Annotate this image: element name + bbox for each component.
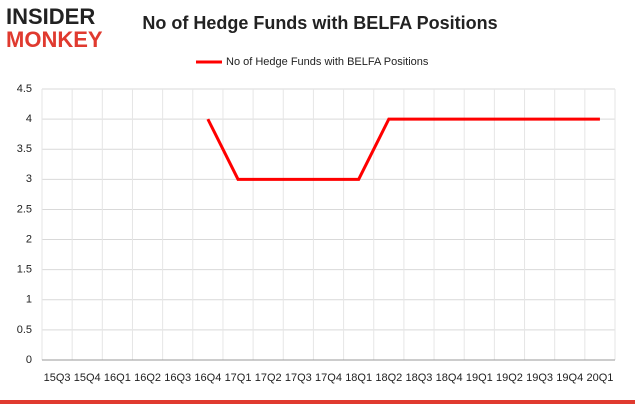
x-tick-label: 16Q4 — [194, 372, 221, 384]
y-tick-label: 1.5 — [17, 264, 32, 276]
x-tick-label: 19Q4 — [556, 372, 583, 384]
y-tick-label: 1 — [26, 294, 32, 306]
x-tick-label: 18Q2 — [375, 372, 402, 384]
x-tick-label: 17Q3 — [285, 372, 312, 384]
x-tick-label: 19Q3 — [526, 372, 553, 384]
y-tick-label: 0.5 — [17, 324, 32, 336]
chart-title: No of Hedge Funds with BELFA Positions — [142, 13, 497, 33]
y-tick-label: 3 — [26, 173, 32, 185]
x-tick-label: 18Q4 — [436, 372, 463, 384]
x-tick-label: 19Q2 — [496, 372, 523, 384]
x-tick-label: 18Q1 — [345, 372, 372, 384]
x-tick-label: 17Q4 — [315, 372, 342, 384]
y-tick-label: 2.5 — [17, 203, 32, 215]
x-tick-label: 16Q2 — [134, 372, 161, 384]
x-tick-label: 15Q3 — [44, 372, 71, 384]
x-tick-label: 17Q1 — [225, 372, 252, 384]
x-tick-label: 17Q2 — [255, 372, 282, 384]
logo-top: INSIDER — [6, 4, 95, 29]
y-tick-label: 3.5 — [17, 143, 32, 155]
logo-bottom: MONKEY — [6, 27, 103, 52]
y-tick-label: 4 — [26, 113, 32, 125]
x-tick-label: 16Q3 — [164, 372, 191, 384]
x-tick-label: 16Q1 — [104, 372, 131, 384]
y-tick-label: 0 — [26, 354, 32, 366]
x-tick-label: 15Q4 — [74, 372, 101, 384]
legend-label: No of Hedge Funds with BELFA Positions — [226, 56, 429, 68]
x-tick-label: 18Q3 — [406, 372, 433, 384]
y-tick-label: 2 — [26, 233, 32, 245]
x-tick-label: 19Q1 — [466, 372, 493, 384]
y-tick-label: 4.5 — [17, 83, 32, 95]
x-tick-label: 20Q1 — [586, 372, 613, 384]
data-line — [206, 117, 600, 181]
